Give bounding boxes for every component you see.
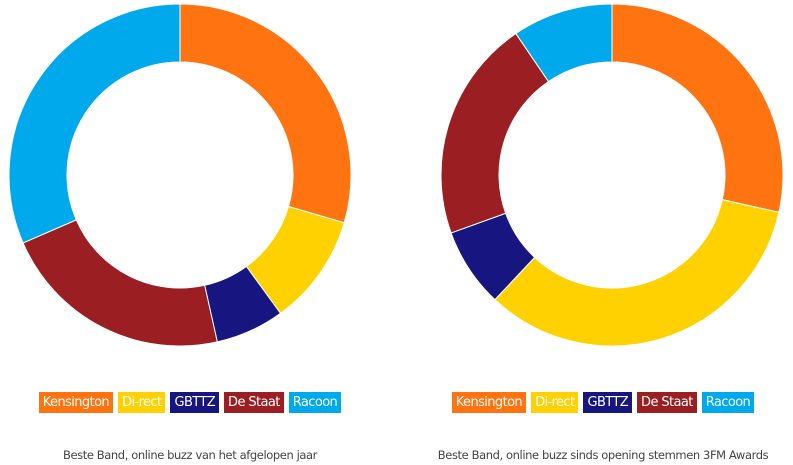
legend-item-di-rect[interactable]: Di-rect xyxy=(118,392,166,413)
chart-panel-left: Kensington Di-rect GBTTZ De Staat Racoon Bes… xyxy=(0,0,380,465)
legend-item-racoon[interactable]: Racoon xyxy=(288,392,342,413)
donut-slice-kensington[interactable] xyxy=(179,3,352,224)
chart-caption-right: Beste Band, online buzz sinds opening st… xyxy=(437,448,769,462)
legend-item-kensington[interactable]: Kensington xyxy=(451,392,527,413)
donut-slice-de-staat[interactable] xyxy=(440,32,550,234)
legend-right: Kensington Di-rect GBTTZ De Staat Racoon xyxy=(413,392,793,413)
chart-panel-right: Kensington Di-rect GBTTZ De Staat Racoon Bes… xyxy=(413,0,793,465)
chart-caption-left: Beste Band, online buzz van het afgelope… xyxy=(62,448,318,462)
donut-slice-di-rect[interactable] xyxy=(494,199,780,347)
legend-item-di-rect[interactable]: Di-rect xyxy=(531,392,579,413)
legend-item-gbttz[interactable]: GBTTZ xyxy=(170,392,220,413)
legend-item-racoon[interactable]: Racoon xyxy=(701,392,755,413)
legend-item-gbttz[interactable]: GBTTZ xyxy=(583,392,633,413)
donut-slice-de-staat[interactable] xyxy=(22,219,218,347)
legend-left: Kensington Di-rect GBTTZ De Staat Racoon xyxy=(0,392,380,413)
donut-slice-racoon[interactable] xyxy=(515,3,613,83)
donut-slice-racoon[interactable] xyxy=(8,3,181,244)
legend-item-kensington[interactable]: Kensington xyxy=(38,392,114,413)
donut-chart-right xyxy=(440,3,784,347)
donut-slice-kensington[interactable] xyxy=(611,3,784,213)
legend-item-de-staat[interactable]: De Staat xyxy=(637,392,697,413)
legend-item-de-staat[interactable]: De Staat xyxy=(224,392,284,413)
donut-chart-left xyxy=(8,3,352,347)
